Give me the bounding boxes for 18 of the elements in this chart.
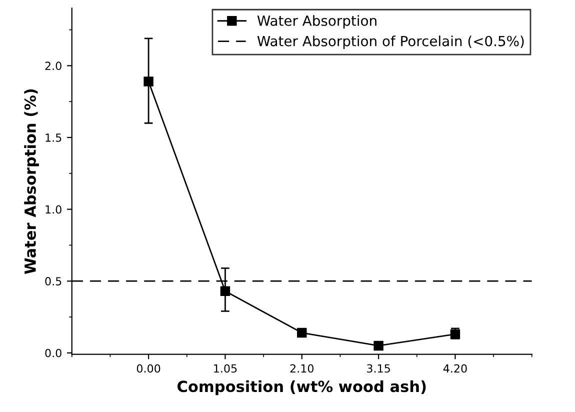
y-tick-label: 2.0 [45, 62, 62, 70]
x-axis-title: Composition (wt% wood ash) [178, 380, 426, 396]
y-tick-label: 0.0 [45, 348, 62, 358]
point [374, 340, 384, 351]
y-tick-label: 1.5 [46, 134, 62, 142]
y-tick-label: 1.0 [46, 205, 62, 214]
point [144, 76, 154, 86]
x-tick-label: 4.20 [443, 364, 467, 373]
y-tick-label: 0.5 [45, 277, 62, 286]
point [297, 328, 307, 338]
y-axis-title: Water Absorption (%) [24, 89, 39, 274]
legend-label: Water Absorption [257, 15, 376, 29]
x-tick-label: 0.00 [136, 364, 160, 373]
legend-label: Water Absorption of Porcelain (<0.5%) [257, 36, 524, 50]
x-tick-label: 2.10 [290, 364, 314, 373]
point [220, 286, 230, 296]
x-tick-label: 3.15 [367, 364, 390, 373]
x-tick-label: 1.05 [214, 364, 237, 373]
